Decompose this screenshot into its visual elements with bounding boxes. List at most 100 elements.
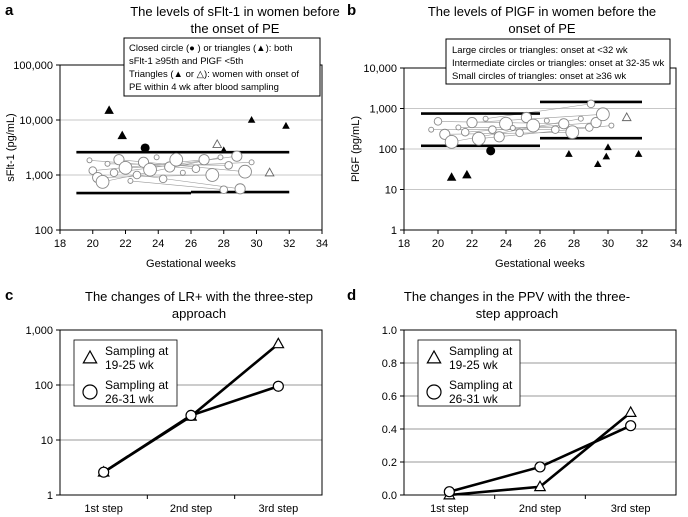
filled-triangle-point-b xyxy=(594,160,602,168)
y-tick-label-d: 0.6 xyxy=(382,391,397,403)
legend-label-c: Sampling at xyxy=(105,378,169,392)
open-circle-point-b xyxy=(460,127,470,137)
open-circle-point-a xyxy=(191,164,201,173)
open-circle-point-b xyxy=(558,118,570,130)
open-circle-point-a xyxy=(132,170,142,180)
y-tick-label-d: 0.0 xyxy=(382,490,397,502)
plot-frame-c xyxy=(59,329,323,496)
circle-marker-c xyxy=(98,466,110,478)
open-circle-point-b xyxy=(551,125,560,134)
x-tick-label-c: 3rd step xyxy=(258,503,298,515)
legend-label-d: 19-25 wk xyxy=(449,358,499,372)
filled-triangle-point-b xyxy=(604,143,612,151)
x-tick-label-b: 24 xyxy=(500,238,512,250)
open-circle-point-b xyxy=(577,115,584,122)
open-circle-point-b xyxy=(515,128,524,138)
panel-letter-a: a xyxy=(5,2,14,19)
x-tick-label-a: 20 xyxy=(87,238,99,250)
open-circle-point-a xyxy=(238,164,252,179)
open-circle-point-b xyxy=(590,116,602,129)
annotation-box-a xyxy=(123,37,321,97)
open-triangle-point-a xyxy=(264,167,275,177)
open-circle-point-a xyxy=(217,154,224,161)
open-circle-point-b xyxy=(565,125,580,140)
open-circle-point-a xyxy=(248,159,255,166)
y-tick-label-c: 100 xyxy=(35,380,53,392)
open-circle-point-b xyxy=(433,117,443,126)
open-circle-point-b xyxy=(482,115,489,122)
legend-label-d: Sampling at xyxy=(449,344,513,358)
chart-title-a: The levels of sFlt-1 in women before xyxy=(130,4,340,19)
open-circle-point-a xyxy=(113,154,125,166)
x-tick-label-d: 2nd step xyxy=(519,503,561,515)
paired-link-b xyxy=(471,113,603,123)
triangle-marker-c xyxy=(272,337,285,349)
x-tick-label-a: 30 xyxy=(250,238,262,250)
open-circle-point-a xyxy=(219,185,228,194)
open-circle-point-b xyxy=(586,99,596,109)
annotation-line-b: Small circles of triangles: onset at ≥36… xyxy=(452,71,626,82)
open-circle-point-a xyxy=(179,169,186,176)
open-circle-point-a xyxy=(143,162,157,177)
y-tick-label-a: 10,000 xyxy=(19,115,53,127)
x-tick-label-a: 34 xyxy=(316,238,328,250)
open-circle-point-b xyxy=(509,125,516,131)
y-tick-label-d: 0.8 xyxy=(382,358,397,370)
open-circle-point-b xyxy=(428,126,435,133)
x-axis-label-a: Gestational weeks xyxy=(146,258,236,270)
open-circle-point-a xyxy=(109,168,119,177)
open-circle-point-b xyxy=(608,122,615,129)
circle-marker-d xyxy=(443,486,455,498)
open-circle-point-b xyxy=(455,124,462,131)
annotation-line-a: Closed circle (● ) or triangles (▲): bot… xyxy=(129,43,293,54)
open-triangle-point-a xyxy=(212,138,223,149)
circle-marker-c xyxy=(185,409,197,422)
legend-triangle-icon-c xyxy=(82,349,98,364)
chart-title-b: onset of PE xyxy=(508,21,576,36)
y-tick-label-a: 100 xyxy=(35,225,53,237)
legend-label-c: Sampling at xyxy=(105,344,169,358)
legend-label-c: 26-31 wk xyxy=(105,392,155,406)
filled-triangle-point-a xyxy=(117,130,127,140)
chart-title-b: The levels of PlGF in women before the xyxy=(428,4,656,19)
paired-link-b xyxy=(485,103,592,119)
filled-triangle-point-a xyxy=(219,146,228,154)
chart-title-d: step approach xyxy=(476,306,558,321)
x-tick-label-b: 28 xyxy=(568,238,580,250)
x-tick-label-a: 18 xyxy=(54,238,66,250)
open-circle-point-b xyxy=(466,116,478,129)
annotation-line-b: Large circles or triangles: onset at <32… xyxy=(452,45,628,56)
filled-triangle-point-b xyxy=(602,152,611,160)
legend-label-d: Sampling at xyxy=(449,378,513,392)
open-circle-point-a xyxy=(234,183,246,195)
y-tick-label-d: 1.0 xyxy=(382,325,397,337)
open-circle-point-b xyxy=(499,116,513,131)
open-circle-point-b xyxy=(596,107,610,122)
panel-letter-b: b xyxy=(347,2,356,19)
open-circle-point-b xyxy=(444,135,459,149)
x-tick-label-d: 1st step xyxy=(430,503,469,515)
legend-label-d: 26-31 wk xyxy=(449,392,499,406)
filled-circle-point-b xyxy=(486,146,496,156)
open-circle-point-a xyxy=(153,154,160,161)
x-tick-label-b: 18 xyxy=(398,238,410,250)
y-tick-label-a: 100,000 xyxy=(13,60,53,72)
annotation-line-b: Intermediate circles or triangles: onset… xyxy=(452,58,665,69)
annotation-line-a: Triangles (▲ or △): women with onset of xyxy=(129,69,299,80)
legend-triangle-icon-d xyxy=(426,349,442,364)
x-tick-label-b: 32 xyxy=(636,238,648,250)
annotation-box-b xyxy=(445,38,671,85)
plot-frame-d xyxy=(403,329,677,496)
open-circle-point-b xyxy=(471,131,486,146)
open-circle-point-b xyxy=(526,118,541,133)
open-circle-point-b xyxy=(488,125,497,134)
y-tick-label-c: 10 xyxy=(41,435,53,447)
x-tick-label-b: 20 xyxy=(432,238,444,250)
y-tick-label-b: 100 xyxy=(379,144,397,156)
chart-title-c: The changes of LR+ with the three-step xyxy=(85,289,313,304)
y-axis-label-a: sFlt-1 (pg/mL) xyxy=(5,113,17,181)
legend-circle-icon-d xyxy=(426,384,442,400)
x-tick-label-b: 26 xyxy=(534,238,546,250)
y-tick-label-c: 1 xyxy=(47,490,53,502)
panel-letter-d: d xyxy=(347,287,356,304)
